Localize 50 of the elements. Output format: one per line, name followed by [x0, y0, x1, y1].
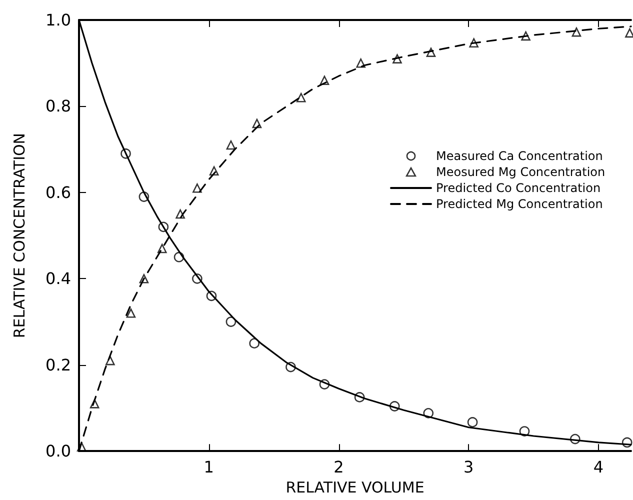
point: [389, 401, 400, 412]
y-tick-label: 0.8: [46, 96, 71, 116]
point: [209, 166, 219, 176]
point: [469, 38, 478, 48]
point: [320, 76, 330, 86]
point: [126, 308, 136, 318]
point: [158, 222, 169, 232]
point: [192, 183, 202, 193]
legend-label: Meosured Mg Concentration: [436, 165, 606, 179]
point: [226, 316, 236, 327]
point: [174, 252, 184, 262]
point: [252, 118, 262, 128]
point: [176, 209, 185, 219]
point: [206, 290, 217, 302]
point: [286, 362, 296, 372]
point: [249, 338, 260, 348]
y-tick-label: 0.4: [46, 269, 71, 288]
point: [570, 434, 580, 444]
x-tick-label: 4: [593, 458, 604, 477]
point: [467, 417, 478, 428]
point: [157, 244, 167, 254]
point: [426, 48, 436, 57]
y-axis-title: RELATIVE CONCENTRATION: [10, 132, 28, 338]
point: [296, 92, 306, 102]
point: [392, 54, 402, 64]
x-tick-label: 2: [334, 458, 344, 477]
point: [356, 58, 366, 68]
point: [139, 274, 149, 284]
x-tick-label: 3: [464, 458, 474, 477]
y-tick-label: 0.6: [46, 182, 71, 202]
point: [354, 392, 365, 402]
legend-label: Predicted Co Concentration: [436, 181, 601, 195]
y-tick-label: 0.0: [46, 442, 71, 461]
point: [226, 140, 236, 150]
point: [120, 148, 131, 159]
point: [521, 31, 530, 41]
y-tick-label: 1.0: [46, 10, 71, 30]
legend-label: Measured Ca Concentration: [436, 149, 603, 163]
point: [138, 192, 150, 202]
x-tick-label: 1: [204, 458, 214, 477]
point: [106, 356, 115, 366]
point: [90, 399, 100, 408]
point: [572, 27, 582, 37]
x-axis-title: RELATIVE VOLUME: [286, 478, 424, 496]
point: [423, 408, 434, 418]
point: [192, 274, 202, 284]
point: [519, 426, 530, 436]
legend-label: Predicted Mg Concentration: [436, 197, 603, 211]
y-tick-label: 0.2: [46, 355, 71, 374]
point: [319, 379, 330, 390]
